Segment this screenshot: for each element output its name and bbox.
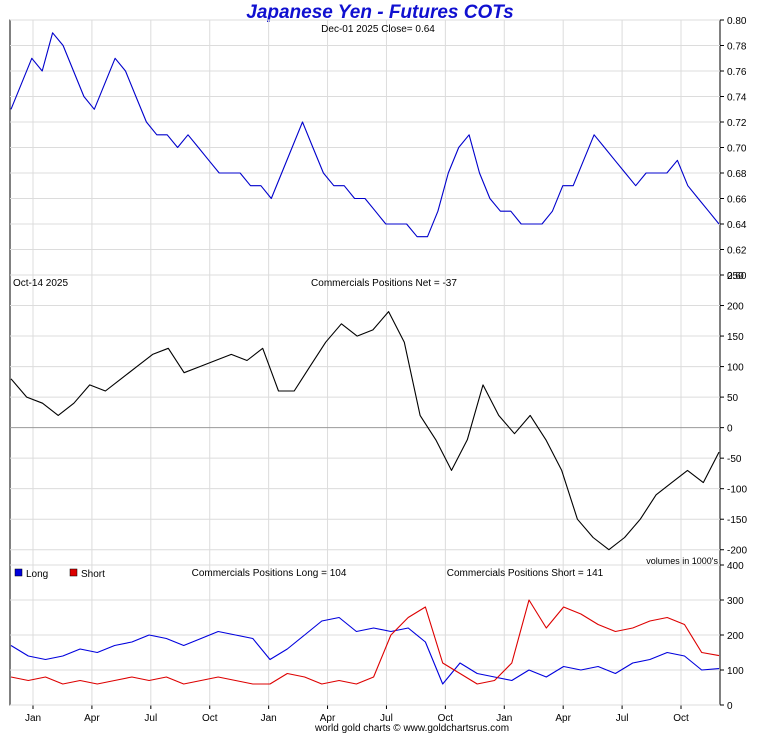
y-tick-label: -100	[727, 485, 747, 496]
net-date-label: Oct-14 2025	[13, 278, 68, 289]
footer-credit: world gold charts © www.goldchartsrus.co…	[314, 723, 509, 734]
y-tick-label: 400	[727, 561, 744, 572]
y-tick-label: 0.66	[727, 195, 747, 206]
x-tick-label: Jan	[496, 713, 512, 724]
y-tick-label: 0.78	[727, 42, 747, 53]
y-tick-label: 0.62	[727, 246, 747, 257]
y-tick-label: 0.60	[727, 271, 747, 282]
x-tick-label: Jan	[261, 713, 277, 724]
volumes-note: volumes in 1000's	[646, 556, 718, 566]
y-tick-label: 0.70	[727, 144, 747, 155]
x-tick-label: Apr	[555, 713, 571, 724]
y-tick-label: 0	[727, 424, 733, 435]
y-tick-label: -50	[727, 454, 742, 465]
x-tick-label: Jul	[144, 713, 157, 724]
short-positions-line	[10, 599, 720, 685]
x-tick-label: Oct	[438, 713, 454, 724]
net-header: Commercials Positions Net = -37	[311, 278, 457, 289]
y-tick-label: 300	[727, 596, 744, 607]
y-tick-label: 0	[727, 701, 733, 712]
panel-frame-2	[9, 274, 721, 566]
y-tick-label: 100	[727, 363, 744, 374]
x-tick-label: Oct	[673, 713, 689, 724]
y-tick-label: -200	[727, 546, 747, 557]
long-header: Commercials Positions Long = 104	[192, 568, 347, 579]
y-tick-label: 200	[727, 302, 744, 313]
y-tick-label: 0.76	[727, 67, 747, 78]
y-tick-label: 0.80	[727, 16, 747, 27]
y-tick-label: 0.64	[727, 220, 747, 231]
x-tick-label: Jan	[25, 713, 41, 724]
y-tick-label: 200	[727, 631, 744, 642]
chart-title: Japanese Yen - Futures COTs	[246, 2, 514, 23]
y-tick-label: 0.72	[727, 118, 747, 129]
y-tick-label: -150	[727, 515, 747, 526]
y-tick-label: 50	[727, 393, 739, 404]
legend-label-long: Long	[26, 569, 48, 580]
x-tick-label: Apr	[320, 713, 336, 724]
y-tick-label: 100	[727, 666, 744, 677]
x-tick-label: Oct	[202, 713, 218, 724]
net-positions-line	[10, 311, 720, 551]
legend-label-short: Short	[81, 569, 105, 580]
x-tick-label: Jul	[380, 713, 393, 724]
y-tick-label: 0.74	[727, 93, 747, 104]
y-tick-label: 250	[727, 271, 744, 282]
legend-swatch-short	[69, 568, 78, 577]
x-tick-label: Jul	[616, 713, 629, 724]
x-tick-label: Apr	[84, 713, 100, 724]
long-positions-line	[10, 616, 720, 685]
y-tick-label: 150	[727, 332, 744, 343]
short-header: Commercials Positions Short = 141	[447, 568, 604, 579]
legend-swatch-long	[14, 568, 23, 577]
price-line	[10, 32, 720, 238]
y-tick-label: 0.68	[727, 169, 747, 180]
price-header: Dec-01 2025 Close= 0.64	[321, 24, 435, 35]
